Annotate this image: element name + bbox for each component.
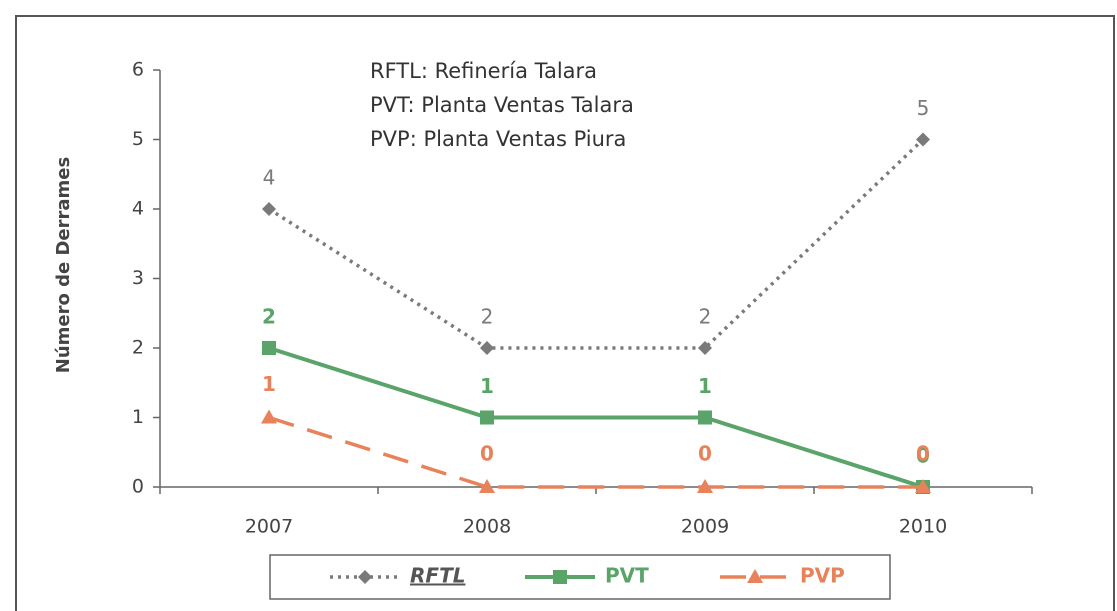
annotation: PVP: Planta Ventas Piura: [370, 127, 626, 151]
data-label: 0: [698, 442, 712, 466]
data-point: [480, 410, 494, 425]
data-point: [698, 410, 712, 425]
data-point: [262, 202, 276, 216]
legend-marker: [747, 569, 763, 583]
data-point: [697, 479, 713, 493]
legend-marker: [358, 570, 372, 584]
chart-frame: [15, 15, 1115, 611]
annotation: PVT: Planta Ventas Talara: [370, 93, 634, 117]
y-axis-label: Número de Derrames: [53, 157, 74, 373]
data-point: [915, 479, 931, 493]
x-tick-label: 2010: [899, 516, 947, 538]
data-point: [261, 409, 277, 424]
series-line: [268, 346, 924, 489]
legend-marker: [553, 570, 567, 584]
legend-label: PVT: [605, 564, 649, 588]
data-point: [262, 341, 276, 355]
data-label: 2: [481, 305, 494, 329]
legend-label: RFTL: [410, 564, 465, 588]
y-tick-label: 2: [132, 337, 144, 359]
y-tick-label: 1: [132, 406, 144, 428]
data-label: 0: [916, 442, 930, 466]
y-tick-label: 5: [132, 128, 144, 150]
x-tick-label: 2007: [245, 516, 293, 538]
data-point: [916, 132, 930, 147]
data-label: 4: [263, 166, 276, 190]
data-label: 5: [917, 96, 930, 120]
y-tick-label: 0: [132, 476, 144, 498]
data-label: 2: [262, 305, 276, 329]
series-line: [268, 138, 925, 350]
series-line: [268, 415, 923, 489]
data-point: [479, 479, 495, 493]
annotation: RFTL: Refinería Talara: [370, 59, 597, 83]
data-label: 1: [698, 374, 712, 398]
data-point: [698, 341, 712, 355]
y-tick-label: 4: [132, 198, 144, 220]
data-label: 0: [480, 442, 494, 466]
y-tick-label: 3: [132, 267, 144, 289]
legend-label: PVP: [800, 564, 845, 588]
data-label: 2: [699, 305, 712, 329]
data-label: 0: [916, 444, 930, 468]
x-tick-label: 2009: [681, 516, 729, 538]
y-tick-label: 6: [132, 59, 144, 81]
data-point: [480, 341, 494, 355]
data-label: 1: [480, 374, 494, 398]
data-label: 1: [262, 372, 276, 396]
x-tick-label: 2008: [463, 516, 511, 538]
